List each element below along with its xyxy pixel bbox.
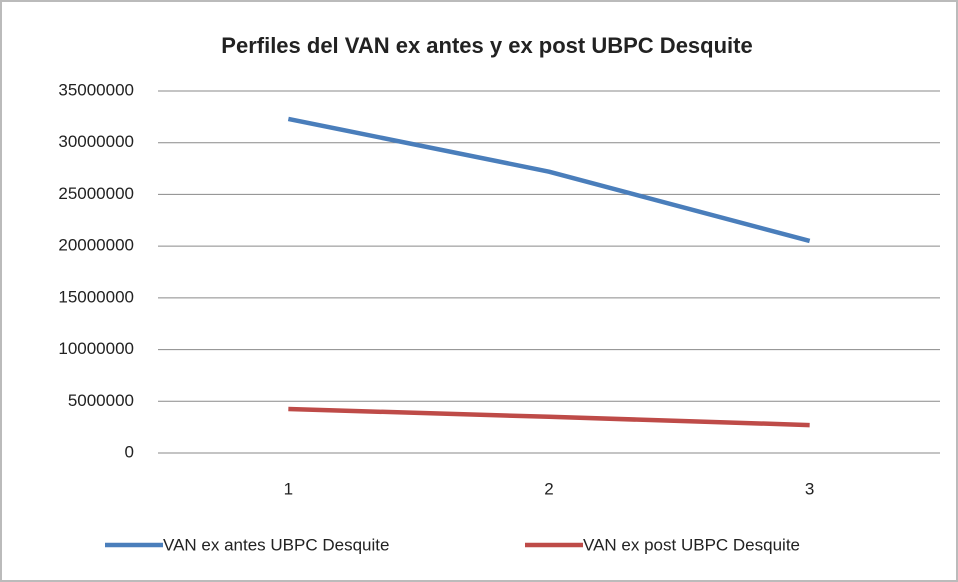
- y-tick-label: 0: [125, 442, 134, 461]
- x-tick-label: 1: [284, 479, 293, 498]
- legend-label: VAN ex post UBPC Desquite: [583, 535, 800, 554]
- legend-label: VAN ex antes UBPC Desquite: [163, 535, 389, 554]
- y-tick-label: 35000000: [58, 80, 134, 99]
- series-line: [288, 406, 810, 428]
- y-tick-label: 30000000: [58, 132, 134, 151]
- series-line: [287, 116, 811, 244]
- chart-title: Perfiles del VAN ex antes y ex post UBPC…: [221, 33, 752, 58]
- x-tick-label: 2: [544, 479, 553, 498]
- x-tick-label: 3: [805, 479, 814, 498]
- y-tick-label: 25000000: [58, 184, 134, 203]
- y-tick-label: 5000000: [68, 391, 134, 410]
- y-tick-label: 15000000: [58, 287, 134, 306]
- y-tick-label: 20000000: [58, 236, 134, 255]
- y-tick-label: 10000000: [58, 339, 134, 358]
